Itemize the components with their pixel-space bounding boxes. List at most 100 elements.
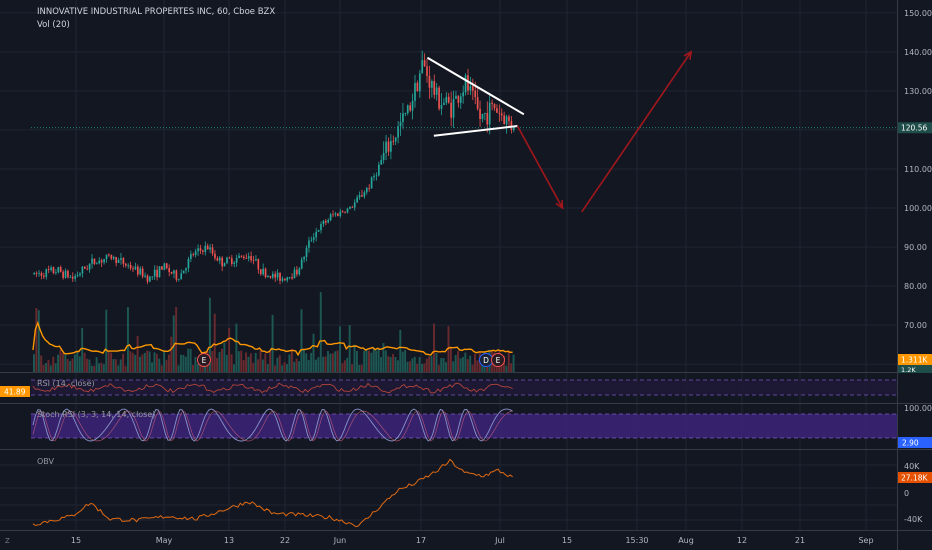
candle-body: [365, 187, 368, 193]
up-arrow[interactable]: [581, 50, 693, 213]
candle-body: [479, 108, 481, 120]
candle-body: [57, 267, 60, 273]
candle-body: [276, 272, 279, 278]
volume-bar: [418, 357, 421, 372]
volume-bar: [445, 362, 448, 372]
rsi-legend[interactable]: RSI (14, close): [37, 379, 95, 388]
candle-body: [397, 126, 399, 138]
candle-body: [187, 258, 190, 269]
stoch-legend[interactable]: Stoch RSI (3, 3, 14, 14, close): [37, 410, 155, 419]
volume-bar: [88, 359, 91, 372]
volume-bar: [105, 309, 108, 372]
candle-body: [471, 86, 474, 91]
triangle-lower-trendline[interactable]: [433, 125, 518, 137]
event-marker-earnings-1[interactable]: E: [197, 353, 211, 367]
time-tick-label: 13: [224, 536, 234, 545]
candle-body: [450, 102, 452, 118]
candle-body: [293, 269, 296, 279]
candle-body: [151, 276, 154, 278]
volume-bar: [505, 365, 508, 372]
last-price-badge: 120.56: [898, 122, 932, 134]
volume-bar: [143, 352, 146, 372]
candle-body: [322, 220, 325, 225]
volume-legend[interactable]: Vol (20): [37, 20, 70, 30]
event-marker-earnings-2[interactable]: D: [479, 353, 493, 367]
candle-body: [488, 102, 491, 125]
volume-bar: [69, 361, 72, 372]
volume-bar: [242, 360, 245, 372]
candle-body: [305, 247, 308, 257]
volume-bar: [160, 365, 163, 372]
volume-bar: [319, 292, 322, 372]
volume-bar: [112, 359, 115, 372]
symbol-legend[interactable]: INNOVATIVE INDUSTRIAL PROPERTES INC, 60,…: [37, 7, 275, 17]
triangle-upper-trendline[interactable]: [426, 56, 525, 116]
volume-bar: [288, 354, 291, 372]
candle-body: [315, 231, 318, 238]
candle-body: [370, 177, 373, 189]
volume-bar: [47, 360, 50, 372]
candle-body: [47, 269, 50, 271]
event-marker-earnings-3[interactable]: E: [491, 353, 505, 367]
candle-body: [324, 220, 327, 223]
candle-body: [252, 260, 255, 262]
volume-bar: [377, 348, 380, 372]
candle-body: [50, 267, 52, 271]
candle-body: [312, 237, 315, 240]
candle-body: [464, 75, 467, 93]
candle-body: [33, 272, 36, 275]
obv-axis[interactable]: 40K 0 -40K: [904, 462, 923, 524]
price-tick-label: 150.00: [904, 9, 932, 18]
volume-bar: [452, 361, 455, 372]
volume-bar: [310, 352, 313, 372]
volume-bar: [433, 323, 435, 372]
candle-body: [503, 115, 505, 125]
time-axis[interactable]: 15 May 13 22 Jun 17 Jul 15 15:30 Aug 12 21 Sep: [71, 536, 874, 545]
candle-body: [204, 245, 207, 252]
volume-bar: [220, 348, 223, 372]
obv-legend[interactable]: OBV: [37, 457, 55, 466]
candle-body: [308, 240, 310, 248]
candle-body: [59, 267, 62, 272]
candle-body: [496, 108, 498, 113]
obv-tick-label: 40K: [904, 462, 920, 471]
candle-body: [505, 116, 508, 125]
candle-body: [194, 251, 197, 256]
price-tick-label: 100.00: [904, 204, 932, 213]
candle-body: [86, 268, 89, 270]
volume-bar: [167, 354, 170, 372]
candle-body: [108, 254, 110, 256]
candle-body: [55, 272, 57, 274]
down-arrow[interactable]: [516, 125, 564, 210]
candle-body: [233, 262, 236, 264]
candle-body: [491, 102, 493, 104]
obv-line: [32, 458, 513, 528]
candle-body: [406, 105, 409, 114]
volume-bar: [408, 361, 411, 372]
volume-bar: [353, 344, 356, 372]
candle-body: [267, 275, 269, 278]
volume-bar: [225, 354, 228, 372]
volume-bar: [331, 353, 334, 372]
volume-bar: [502, 355, 505, 372]
candle-body: [221, 257, 224, 267]
candle-body: [182, 270, 185, 274]
volume-bar: [392, 354, 395, 372]
rsi-line: [32, 382, 513, 394]
volume-bar: [449, 348, 452, 372]
volume-bar: [192, 365, 194, 372]
candle-body: [175, 270, 178, 280]
candle-body: [163, 263, 166, 270]
volume-bar: [365, 349, 368, 372]
volume-bar: [322, 356, 325, 372]
candle-body: [40, 273, 43, 276]
candle-body: [346, 208, 349, 213]
volume-bar: [199, 361, 202, 372]
time-tick-label: Aug: [678, 536, 694, 545]
svg-text:41.89: 41.89: [4, 388, 26, 397]
corner-label[interactable]: Z: [5, 537, 10, 545]
candle-body: [156, 269, 158, 278]
candle-body: [250, 256, 252, 261]
candle-body: [414, 82, 416, 101]
